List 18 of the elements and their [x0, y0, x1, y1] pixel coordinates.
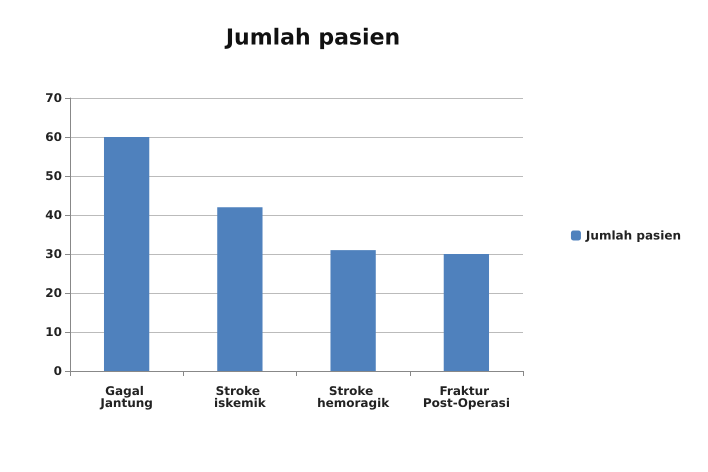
y-tick-label: 0	[54, 364, 62, 378]
y-tick-label: 30	[45, 247, 62, 261]
bar	[217, 207, 263, 371]
y-tick-label: 10	[45, 325, 62, 339]
y-tick-label: 70	[45, 91, 62, 105]
x-tick-label: Gagal Jantung	[99, 384, 153, 410]
bar	[330, 250, 376, 371]
legend-label: Jumlah pasien	[584, 228, 682, 242]
bar	[104, 137, 150, 371]
x-tick-label: Stroke hemoragik	[317, 384, 390, 410]
x-tick-label: Stroke iskemik	[214, 384, 267, 410]
y-tick-label: 60	[45, 130, 62, 144]
chart-title: Jumlah pasien	[224, 26, 400, 50]
bar	[444, 254, 490, 371]
y-tick-label: 20	[45, 286, 62, 300]
y-tick-label: 40	[45, 208, 62, 222]
y-tick-label: 50	[45, 169, 62, 183]
x-tick-label: Fraktur Post-Operasi	[422, 384, 510, 410]
